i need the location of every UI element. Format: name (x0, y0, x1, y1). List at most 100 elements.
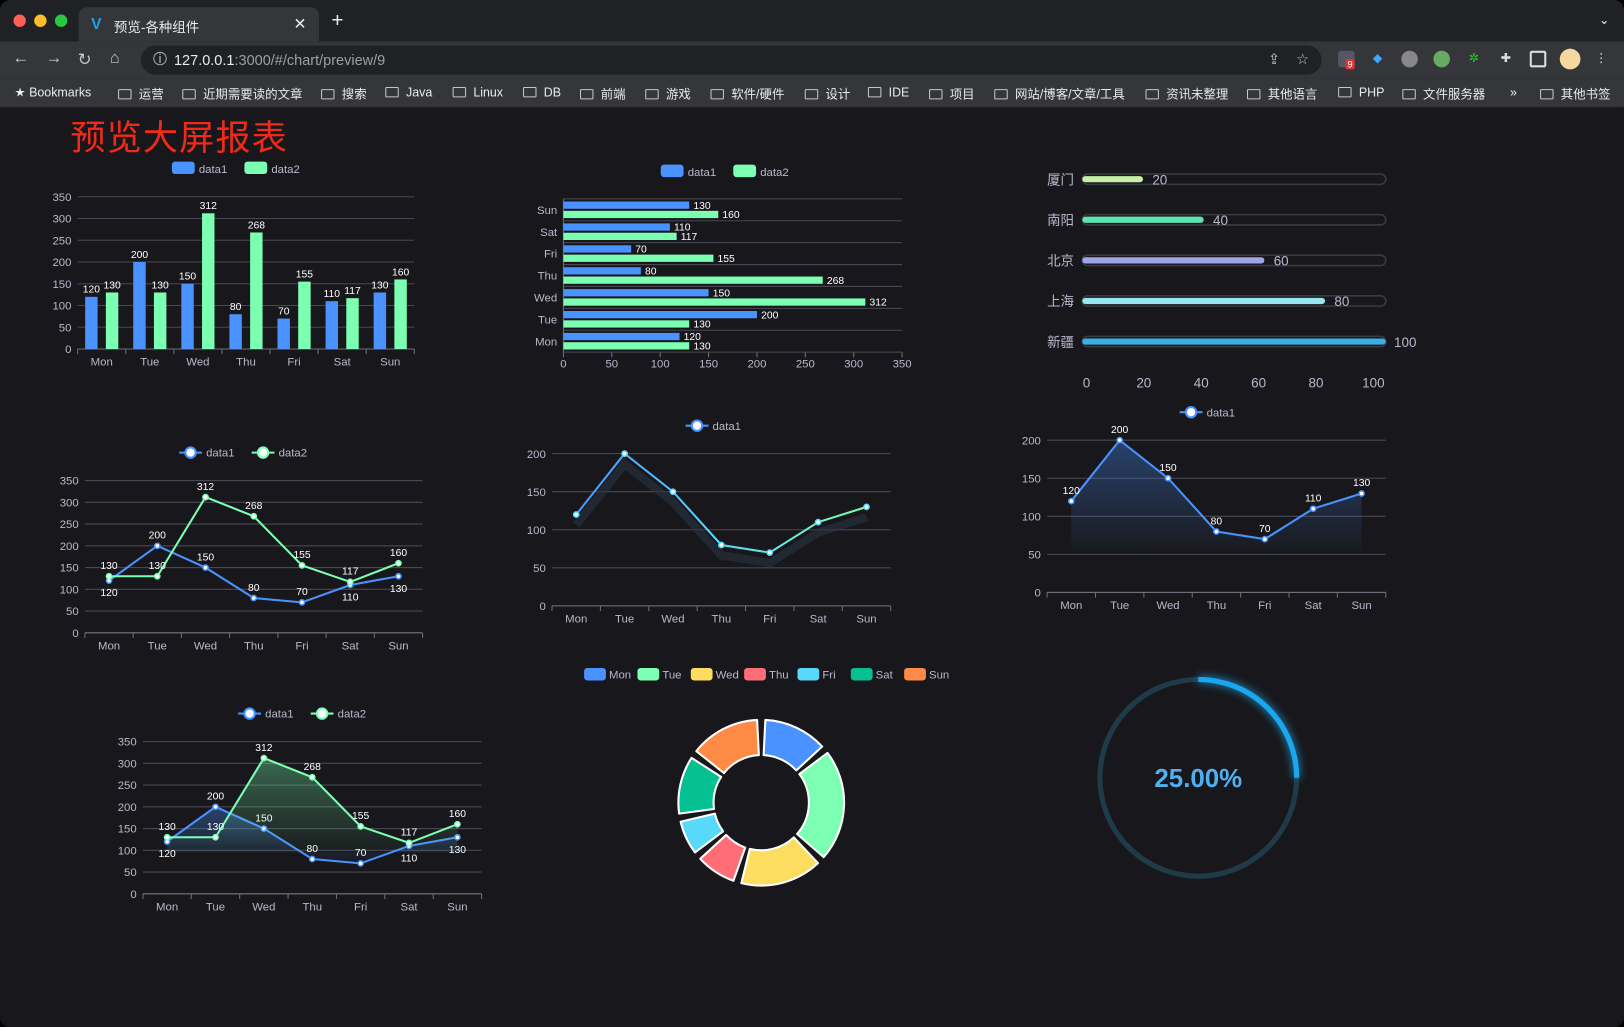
data-point[interactable] (163, 833, 171, 841)
tab-search-chevron-icon[interactable]: ⌄ (1599, 12, 1610, 27)
tab-active[interactable]: V 预览-各种组件 ✕ (78, 7, 319, 42)
other-bookmarks[interactable]: 其他书签 (1540, 85, 1611, 103)
new-tab-button[interactable]: + (331, 9, 344, 33)
data-point[interactable] (202, 564, 209, 571)
legend-item-data2[interactable]: data2 (244, 161, 300, 176)
data-point[interactable] (105, 572, 113, 580)
bookmarks-overflow-button[interactable]: » (1510, 84, 1517, 100)
extension-icon[interactable]: ✲ (1468, 50, 1480, 66)
data-point[interactable] (669, 488, 677, 496)
home-icon[interactable]: ⌂ (109, 49, 120, 68)
bookmark-folder[interactable]: PHP (1338, 85, 1384, 99)
data-point[interactable] (395, 559, 402, 567)
menu-icon[interactable]: ⋮ (1594, 50, 1608, 66)
bookmark-folder[interactable]: 游戏 (645, 85, 691, 103)
legend-item-data2[interactable]: data2 (733, 164, 789, 179)
reload-icon[interactable]: ↻ (77, 51, 92, 70)
data-point[interactable] (1358, 490, 1365, 497)
data-point[interactable] (1213, 528, 1220, 535)
data-point[interactable] (212, 833, 219, 841)
forward-icon[interactable]: → (45, 49, 63, 68)
bookmark-folder[interactable]: IDE (867, 85, 909, 99)
legend-item-Mon[interactable]: Mon (584, 668, 631, 681)
data-point[interactable] (357, 823, 365, 830)
avatar[interactable] (1559, 48, 1581, 70)
share-icon[interactable]: ⇪ (1267, 50, 1281, 68)
data-point[interactable] (260, 754, 268, 762)
puzzle-icon[interactable]: ✚ (1500, 50, 1512, 66)
bookmark-folder[interactable]: DB (523, 85, 561, 99)
minimize-window-button[interactable] (34, 14, 47, 27)
data-point[interactable] (308, 855, 316, 863)
bookmark-folder[interactable]: 前端 (579, 85, 626, 103)
legend-item-Tue[interactable]: Tue (637, 668, 682, 681)
donut-slice-Tue[interactable] (796, 751, 846, 859)
donut-slice-Mon[interactable] (762, 718, 824, 772)
data-point[interactable] (863, 503, 870, 511)
bookmark-folder[interactable]: 文件服务器 (1402, 85, 1485, 103)
bookmark-folder[interactable]: 项目 (929, 85, 975, 103)
donut-slice-Wed[interactable] (740, 836, 819, 887)
close-window-button[interactable] (13, 14, 26, 27)
star-icon[interactable]: ☆ (1296, 50, 1310, 68)
bookmark-folder[interactable]: 设计 (804, 85, 850, 103)
maximize-window-button[interactable] (54, 14, 68, 27)
data-point[interactable] (1067, 497, 1075, 505)
bookmark-folder[interactable]: 网站/博客/文章/工具 (994, 85, 1125, 103)
bookmark-folder[interactable]: 资讯未整理 (1145, 85, 1228, 103)
data-point[interactable] (153, 542, 161, 550)
info-icon[interactable]: i (153, 51, 167, 66)
bookmark-folder[interactable]: 运营 (118, 85, 164, 103)
data-point[interactable] (572, 511, 580, 518)
legend-item-Fri[interactable]: Fri (797, 668, 836, 681)
bookmarks-label[interactable]: ★ Bookmarks (14, 85, 91, 99)
legend-item-Sat[interactable]: Sat (850, 668, 894, 681)
back-icon[interactable]: ← (12, 49, 29, 68)
donut-slice-Sat[interactable] (677, 756, 723, 815)
data-point[interactable] (1309, 505, 1317, 513)
data-point[interactable] (346, 578, 354, 586)
legend-item-Wed[interactable]: Wed (690, 668, 739, 681)
diamond-extension-icon[interactable]: ◆ (1372, 50, 1383, 66)
sidebar-icon[interactable] (1529, 50, 1547, 68)
extension-icon[interactable]: 9 (1338, 50, 1355, 70)
donut-slice-Fri[interactable] (679, 812, 725, 854)
bookmark-folder[interactable]: 近期需要读的文章 (182, 85, 302, 103)
data-point[interactable] (1164, 474, 1172, 482)
data-point[interactable] (308, 773, 316, 781)
data-point[interactable] (395, 572, 402, 580)
bookmark-folder[interactable]: Java (385, 85, 432, 99)
url-text[interactable]: 127.0.0.1:3000/#/chart/preview/9 (174, 52, 385, 69)
data-point[interactable] (405, 839, 413, 847)
data-point[interactable] (814, 518, 822, 526)
legend-item-data1[interactable]: data1 (1179, 405, 1235, 419)
legend-item-Thu[interactable]: Thu (744, 668, 789, 681)
close-tab-icon[interactable]: ✕ (293, 15, 307, 34)
legend-item-data1[interactable]: data1 (685, 419, 741, 433)
data-point[interactable] (1116, 436, 1124, 444)
data-point[interactable] (153, 572, 161, 580)
donut-slice-Thu[interactable] (699, 833, 747, 882)
data-point[interactable] (298, 562, 306, 569)
extension-icon[interactable] (1401, 50, 1418, 68)
data-point[interactable] (454, 820, 461, 828)
bookmark-folder[interactable]: Linux (452, 85, 503, 99)
address-bar[interactable]: i 127.0.0.1:3000/#/chart/preview/9 ⇪ ☆ (140, 45, 1322, 75)
legend-item-data2[interactable]: data2 (310, 707, 366, 721)
data-point[interactable] (766, 549, 774, 556)
legend-item-data1[interactable]: data1 (179, 446, 235, 460)
legend-item-data1[interactable]: data1 (660, 164, 716, 179)
data-point[interactable] (717, 541, 725, 549)
data-point[interactable] (357, 859, 365, 867)
data-point[interactable] (298, 598, 306, 606)
bookmark-folder[interactable]: 软件/硬件 (710, 85, 784, 103)
data-point[interactable] (202, 493, 209, 501)
legend-item-data1[interactable]: data1 (238, 707, 294, 721)
data-point[interactable] (250, 512, 258, 520)
bookmark-folder[interactable]: 搜索 (321, 85, 367, 103)
data-point[interactable] (621, 450, 628, 458)
legend-item-data2[interactable]: data2 (251, 446, 307, 460)
donut-slice-Sun[interactable] (695, 718, 760, 775)
extension-icon[interactable] (1433, 50, 1450, 68)
data-point[interactable] (212, 803, 219, 811)
